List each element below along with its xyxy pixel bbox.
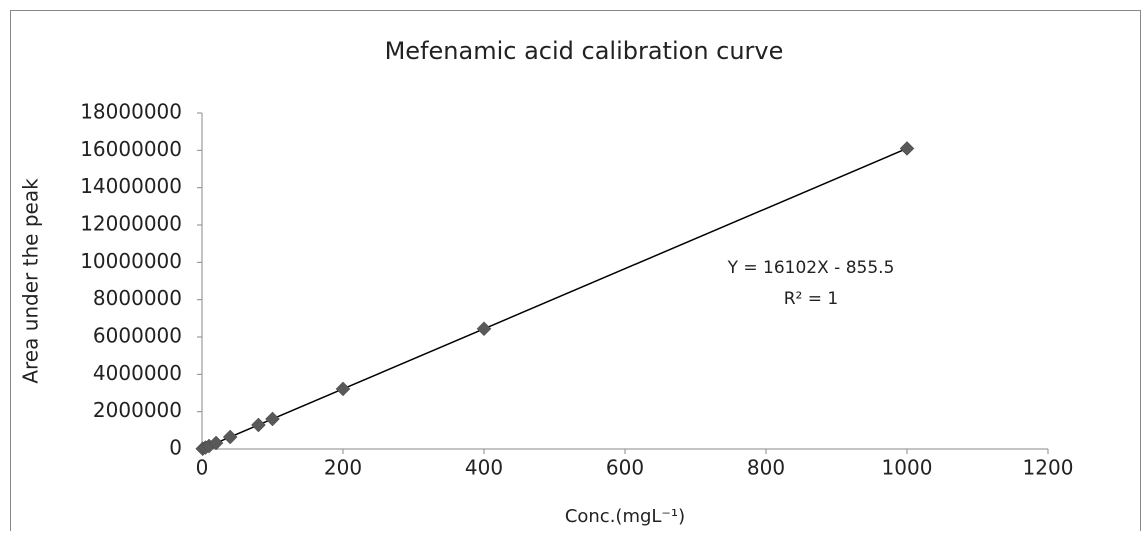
y-tick-label: 16000000 (80, 137, 182, 161)
data-point (251, 417, 266, 433)
y-tick-label: 12000000 (80, 212, 182, 236)
x-tick-label: 400 (465, 456, 503, 480)
y-tick-label: 6000000 (93, 324, 182, 348)
y-tick-label: 18000000 (80, 100, 182, 124)
chart-title: Mefenamic acid calibration curve (385, 37, 784, 65)
data-point (335, 381, 351, 397)
y-tick-label: 10000000 (80, 249, 182, 273)
x-tick-label: 1000 (882, 456, 933, 480)
x-tick-label: 200 (324, 456, 362, 480)
x-tick-label: 800 (747, 456, 785, 480)
y-tick-label: 0 (169, 436, 182, 460)
y-tick-label: 4000000 (93, 361, 182, 385)
data-point (899, 141, 915, 156)
data-point (476, 321, 492, 337)
y-tick-label: 14000000 (80, 174, 182, 198)
y-tick-label: 2000000 (93, 398, 182, 422)
x-axis-title: Conc.(mgL⁻¹) (565, 506, 685, 527)
trendline-r-squared: R² = 1 (784, 289, 839, 309)
data-point (208, 435, 224, 451)
x-tick-label: 1200 (1023, 456, 1074, 480)
data-point (265, 411, 280, 427)
trendline-equation: Y = 16102X - 855.5 (727, 258, 895, 278)
x-tick-label: 600 (606, 456, 644, 480)
y-axis-title: Area under the peak (19, 178, 43, 384)
data-point (222, 429, 238, 445)
trendline (202, 147, 908, 450)
y-tick-label: 8000000 (93, 286, 182, 310)
x-tick-label: 0 (196, 456, 209, 480)
